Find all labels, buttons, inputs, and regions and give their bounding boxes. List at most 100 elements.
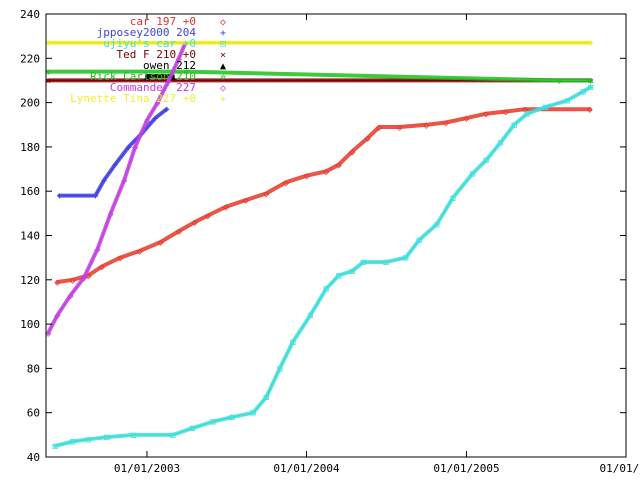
data-point: ◇ <box>397 122 403 133</box>
series-7: + + <box>45 38 593 49</box>
data-point: ◇ <box>144 116 150 127</box>
data-point: ◇ <box>157 238 163 249</box>
data-point: + <box>112 160 118 171</box>
data-point: ◇ <box>303 171 309 182</box>
data-point: ◇ <box>463 114 469 125</box>
data-point: ◇ <box>192 218 198 229</box>
data-point: ◇ <box>503 107 509 118</box>
data-point: + <box>92 191 98 202</box>
data-point: ◇ <box>132 142 138 153</box>
data-point: + <box>57 191 63 202</box>
legend-marker: ◇ <box>220 17 226 28</box>
data-point: + <box>45 38 51 49</box>
legend-marker: × <box>220 50 226 61</box>
data-point: ◇ <box>176 54 182 65</box>
x-tick-label: 01/01/2005 <box>433 462 499 475</box>
data-point: + <box>152 114 158 125</box>
series-line <box>57 108 590 283</box>
data-point: ◇ <box>81 273 87 284</box>
data-point: ◇ <box>365 134 371 145</box>
legend-marker: + <box>220 28 226 39</box>
data-point: ⊡ <box>580 87 586 98</box>
data-point: ◇ <box>263 189 269 200</box>
data-point: ◇ <box>70 275 76 286</box>
data-point: ◇ <box>483 109 489 120</box>
data-point: ⊡ <box>483 156 489 167</box>
data-point: ⊡ <box>104 433 110 444</box>
series-layer: ◇ ◇ ◇◇◇◇◇◇◇◇◇◇◇◇◇ ◇◇◇◇◇ ◇ ◇ ◇ ◇ ◇ ◇ ◇ ◇+ +++++++⊡ ⊡ ⊡ ⊡… <box>45 38 593 452</box>
data-point: ◇ <box>45 328 51 339</box>
y-tick-label: 220 <box>20 52 40 65</box>
y-tick-label: 120 <box>20 274 40 287</box>
data-point: ◇ <box>166 76 172 87</box>
axes-layer: 40 60 80 100 120 140 160 180 200 220 240 01/01/2003… <box>20 8 640 475</box>
data-point: ▲ <box>144 72 150 83</box>
series-line <box>48 70 591 82</box>
data-point: ◇ <box>54 311 60 322</box>
data-point: ⊡ <box>250 408 256 419</box>
data-point: ⊡ <box>543 103 549 114</box>
data-point: ◇ <box>223 202 229 213</box>
data-point: ◇ <box>108 209 114 220</box>
data-point: ◇ <box>117 253 123 264</box>
data-point: ◇ <box>176 227 182 238</box>
data-point: ✲ <box>588 76 594 87</box>
data-point: ⊡ <box>416 235 422 246</box>
data-point: ◇ <box>522 105 528 116</box>
data-point: ◇ <box>336 160 342 171</box>
y-tick-label: 100 <box>20 318 40 331</box>
data-point: ▲ <box>170 72 176 83</box>
data-point: ⊡ <box>349 266 355 277</box>
data-point: ◇ <box>67 291 73 302</box>
y-tick-label: 180 <box>20 141 40 154</box>
legend-marker: ▲ <box>220 61 226 72</box>
data-point: ◇ <box>205 211 211 222</box>
data-point: ◇ <box>349 147 355 158</box>
legend-marker: ◇ <box>220 83 226 94</box>
legend-label: Ted F 210 +0 <box>117 48 196 61</box>
data-point: ⊡ <box>70 437 76 448</box>
y-tick-label: 200 <box>20 97 40 110</box>
data-point: ◇ <box>154 98 160 109</box>
series-line <box>47 42 186 334</box>
data-point: ◇ <box>243 196 249 207</box>
series-line <box>55 86 591 447</box>
legend-label: owen 212 <box>143 59 196 72</box>
legend: car 197 +0 ◇ jpposey2000 204 + ujiyu's car +… <box>70 15 226 105</box>
data-point: ⊡ <box>170 430 176 441</box>
series-0: ◇ ◇ ◇ ◇ ◇ ◇ ◇ ◇ ◇ ◇ ◇ ◇ ◇ ◇ ◇ ◇ ◇ ◇ ◇ ◇ ◇ ◇ ◇ ◇ ◇ ◇ ◇ ◇ <box>54 105 592 289</box>
data-point: ⊡ <box>307 311 313 322</box>
data-point: + <box>164 105 170 116</box>
data-point: ◇ <box>423 120 429 131</box>
data-point: ⊡ <box>434 220 440 231</box>
series-line-halo <box>57 107 169 198</box>
series-2: ⊡ ⊡ ⊡ ⊡ ⊡ ⊡ ⊡ ⊡ ⊡ ⊡ ⊡ ⊡ ⊡ ⊡ ⊡ ⊡ ⊡ ⊡ ⊡ ⊡ ⊡ ⊡ ⊡ ⊡ ⊡ ⊡ ⊡ ⊡ ⊡ ⊡ ⊡ ⊡ <box>52 83 593 453</box>
data-point: ⊡ <box>210 417 216 428</box>
y-tick-label: 40 <box>27 451 40 464</box>
data-point: ◇ <box>376 122 382 133</box>
series-5: ✲ ✲ ✲ ✲ <box>45 67 593 87</box>
data-point: ⊡ <box>470 169 476 180</box>
data-point: ⊡ <box>564 96 570 107</box>
data-point: ✲ <box>183 67 189 78</box>
y-tick-label: 140 <box>20 230 40 243</box>
data-point: ⊡ <box>511 120 517 131</box>
data-point: ⊡ <box>450 193 456 204</box>
data-point: ⊡ <box>498 138 504 149</box>
legend-label: Lynette Tina 227 +0 <box>70 92 196 105</box>
data-point: ⊡ <box>290 337 296 348</box>
data-point: ◇ <box>443 118 449 129</box>
y-tick-label: 240 <box>20 8 40 21</box>
data-point: ⊡ <box>588 83 594 94</box>
data-point: ⊡ <box>336 271 342 282</box>
data-point: ⊡ <box>524 109 530 120</box>
data-point: ⊡ <box>189 424 195 435</box>
data-point: ⊡ <box>263 393 269 404</box>
data-point: ⊡ <box>277 364 283 375</box>
data-point: ◇ <box>587 105 593 116</box>
data-point: ⊡ <box>383 258 389 269</box>
data-point: ⊡ <box>130 430 136 441</box>
data-point: ⊡ <box>229 413 235 424</box>
legend-marker: ✲ <box>220 72 226 83</box>
